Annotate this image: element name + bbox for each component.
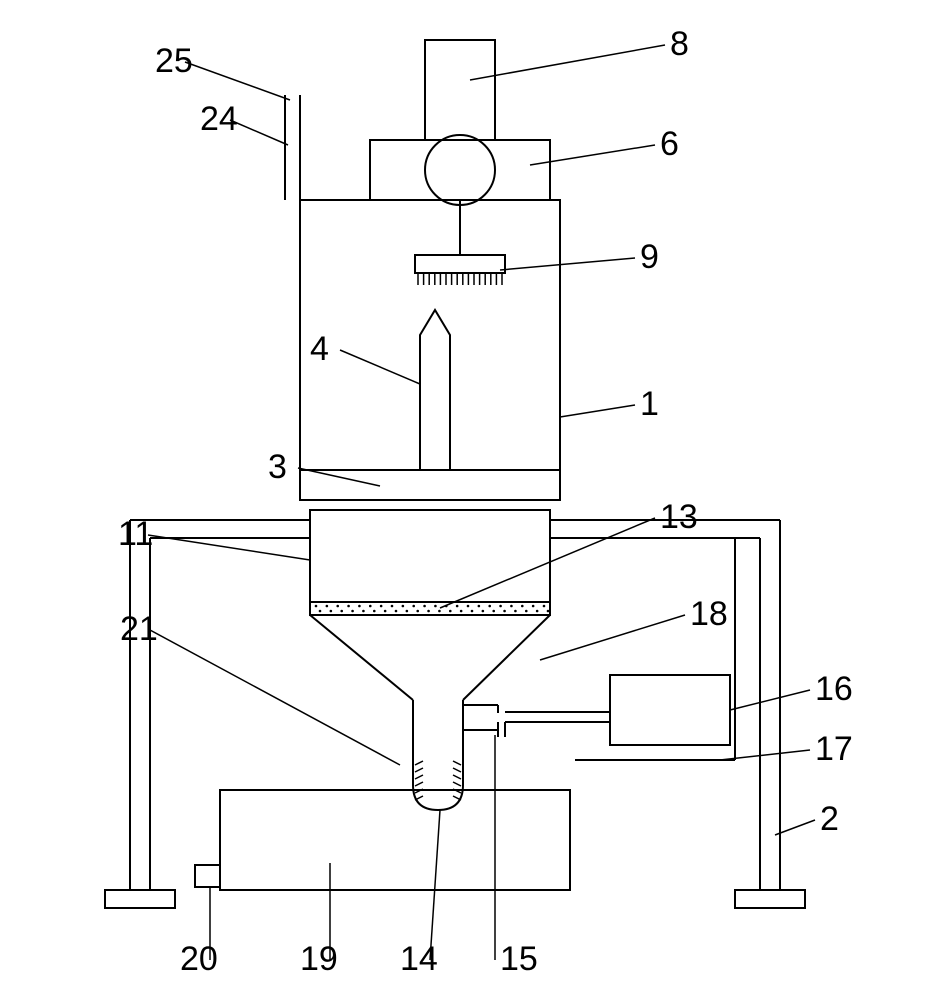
top-tube (425, 40, 495, 140)
callout-label: 2 (820, 800, 839, 838)
plate (300, 470, 560, 500)
inner-rod (420, 310, 450, 470)
callout-label: 20 (180, 940, 218, 978)
leader-line (540, 615, 685, 660)
lens-housing (370, 140, 550, 200)
callout-label: 1 (640, 385, 659, 423)
leader-line (230, 120, 288, 145)
callout-label: 15 (500, 940, 538, 978)
leader-line (440, 518, 655, 608)
lens (425, 135, 495, 205)
callout-label: 18 (690, 595, 728, 633)
callout-label: 21 (120, 610, 158, 648)
leader-line (560, 405, 635, 417)
callout-label: 14 (400, 940, 438, 978)
leader-line (500, 258, 635, 270)
callout-label: 3 (268, 448, 287, 486)
callout-label: 6 (660, 125, 679, 163)
callout-label: 13 (660, 498, 698, 536)
callout-label: 24 (200, 100, 238, 138)
tank (220, 790, 570, 890)
brush-head (415, 255, 505, 273)
heater (610, 675, 730, 745)
leader-line (340, 350, 420, 384)
leader-line (530, 145, 655, 165)
callout-label: 8 (670, 25, 689, 63)
callout-label: 9 (640, 238, 659, 276)
callout-label: 4 (310, 330, 329, 368)
callout-label: 16 (815, 670, 853, 708)
leader-line (430, 810, 440, 960)
tank-outlet (195, 865, 220, 887)
lower-chamber (310, 510, 550, 615)
leader-line (185, 62, 290, 100)
leader-line (730, 690, 810, 710)
callout-label: 17 (815, 730, 853, 768)
callout-label: 25 (155, 42, 193, 80)
callout-label: 19 (300, 940, 338, 978)
leader-line (720, 750, 810, 760)
diagram-canvas: 2524869413111321181617215141920 (0, 0, 933, 1000)
leader-line (470, 45, 665, 80)
leader-line (150, 630, 400, 765)
main-body (300, 200, 560, 500)
callout-label: 11 (118, 515, 153, 553)
